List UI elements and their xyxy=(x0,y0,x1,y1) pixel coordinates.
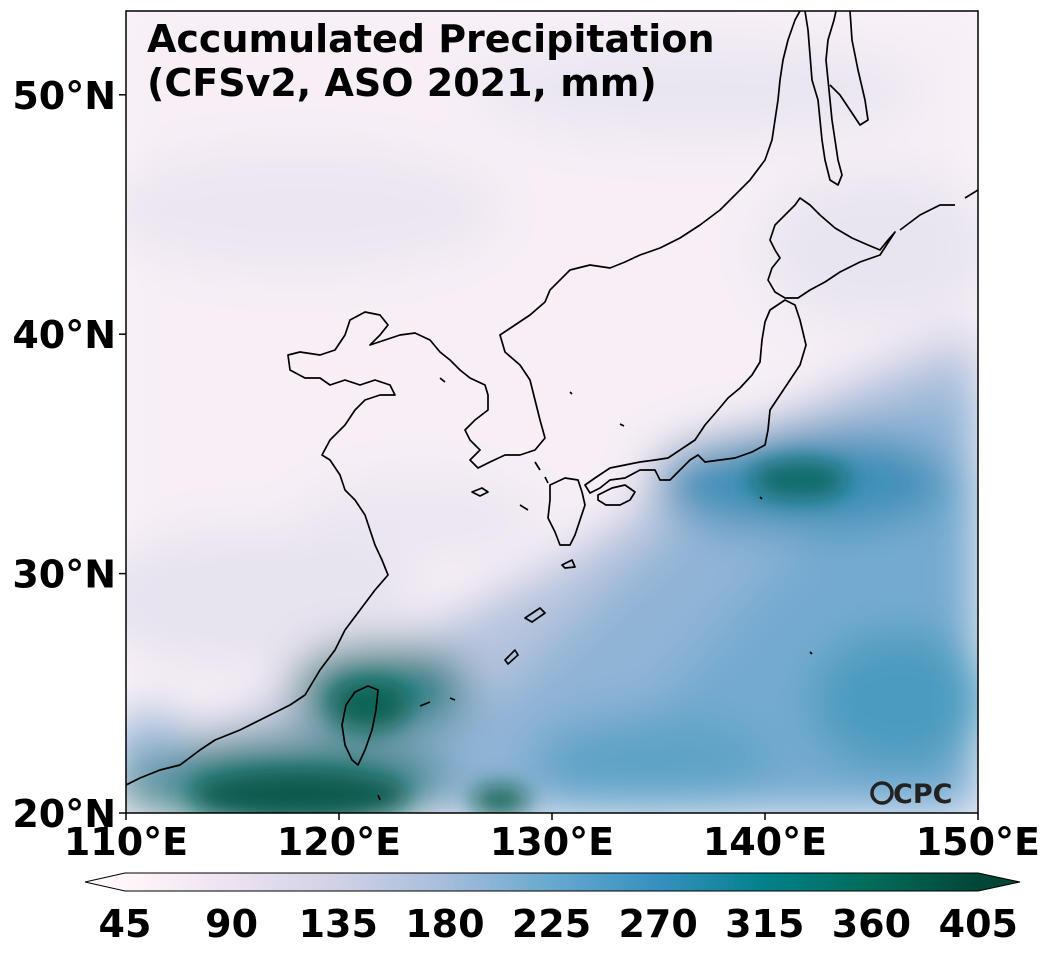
colorbar-tick-label: 405 xyxy=(939,902,1018,946)
colorbar-tick-label: 45 xyxy=(99,902,152,946)
coastline-mainland xyxy=(126,11,801,786)
coastline-hokkaido xyxy=(767,197,896,299)
coastline-shikoku xyxy=(597,484,636,506)
lat-tick-label: 30°N xyxy=(12,553,116,597)
colorbar-tick-label: 90 xyxy=(205,902,258,946)
coastline-honshu xyxy=(584,299,807,494)
colorbar-tick-labels: 45 90 135 180 225 270 315 360 405 xyxy=(99,902,1018,946)
lon-tick-label: 140°E xyxy=(703,820,827,864)
cpc-logo-icon xyxy=(870,781,894,805)
colorbar-max-extension xyxy=(978,873,1020,891)
lon-tick-label: 150°E xyxy=(916,820,1040,864)
map-panel xyxy=(126,11,978,813)
latitude-axis: 20°N 30°N 40°N 50°N xyxy=(12,74,126,836)
precipitation-maxima xyxy=(190,460,850,813)
coastline-small-islands xyxy=(377,377,813,801)
colorbar-tick-label: 360 xyxy=(832,902,911,946)
lat-tick-label: 50°N xyxy=(12,74,116,118)
lon-tick-label: 110°E xyxy=(64,820,188,864)
colorbar-tick-label: 180 xyxy=(405,902,484,946)
map-title-line1: Accumulated Precipitation xyxy=(147,17,715,61)
colorbar-outline xyxy=(84,872,1021,892)
colorbar-tick-label: 315 xyxy=(725,902,804,946)
lat-tick-label: 40°N xyxy=(12,313,116,357)
colorbar-tick-label: 225 xyxy=(512,902,591,946)
coastline-ryukyu xyxy=(504,559,576,665)
coastline-taiwan xyxy=(341,685,379,766)
coastlines xyxy=(126,11,978,801)
map-title-line2: (CFSv2, ASO 2021, mm) xyxy=(147,61,657,105)
coastline-kyushu xyxy=(547,477,586,546)
colorbar-min-extension xyxy=(85,873,125,891)
colorbar-tick-label: 270 xyxy=(618,902,697,946)
coastline-jeju xyxy=(471,487,489,497)
lon-tick-label: 120°E xyxy=(277,820,401,864)
colorbar-tick-label: 135 xyxy=(299,902,378,946)
colorbar-bar xyxy=(125,873,978,891)
colorbar: 45 90 135 180 225 270 315 360 405 xyxy=(84,872,1021,946)
lon-tick-label: 130°E xyxy=(490,820,614,864)
coastline-kurils xyxy=(899,189,978,231)
lat-tick-label: 20°N xyxy=(12,792,116,836)
longitude-axis: 110°E 120°E 130°E 140°E 150°E xyxy=(64,813,1040,864)
precipitation-field xyxy=(126,11,978,813)
coastline-sakhalin xyxy=(804,11,843,186)
coastline-sakhalin-gulf xyxy=(829,11,869,126)
cpc-logo: CPC xyxy=(870,779,952,810)
cpc-logo-text: CPC xyxy=(893,779,952,810)
